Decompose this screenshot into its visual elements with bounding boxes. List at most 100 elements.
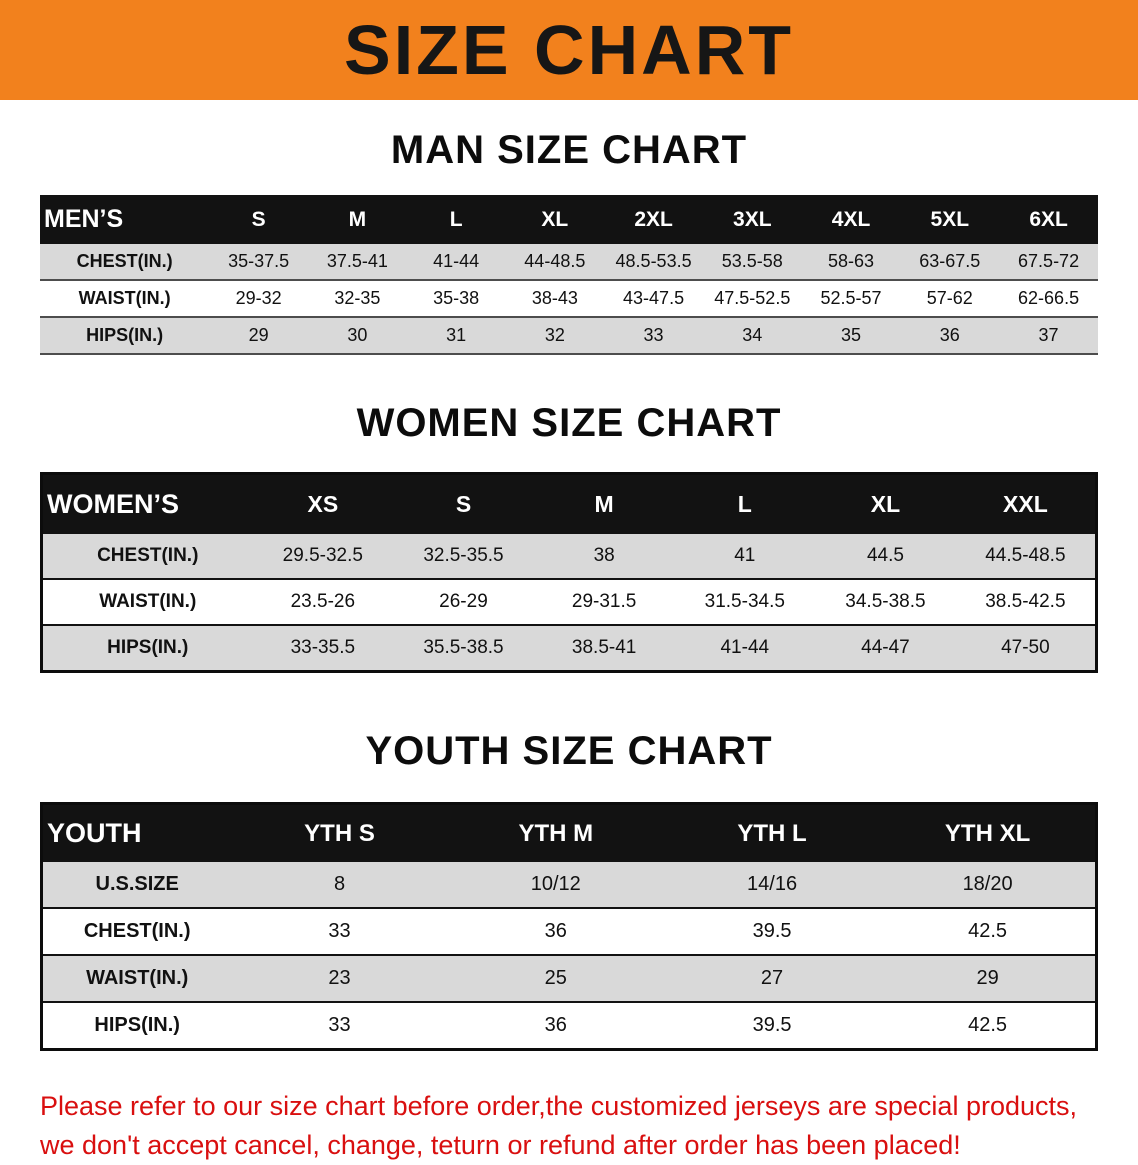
value-cell: 10/12 bbox=[447, 862, 664, 909]
value-cell: 38 bbox=[533, 534, 675, 580]
table-row: CHEST(IN.) 29.5-32.5 32.5-35.5 38 41 44.5 44.5… bbox=[41, 534, 1097, 580]
value-cell: 33 bbox=[231, 1002, 448, 1051]
value-cell: 39.5 bbox=[663, 1002, 881, 1051]
value-cell: 32.5-35.5 bbox=[393, 534, 534, 580]
value-cell: 44.5 bbox=[815, 534, 956, 580]
table-row: HIPS(IN.) 33 36 39.5 42.5 bbox=[41, 1002, 1097, 1051]
value-cell: 39.5 bbox=[663, 908, 881, 956]
value-cell: 33 bbox=[604, 317, 703, 355]
value-cell: 44-47 bbox=[815, 625, 956, 673]
size-header-cell: YTH M bbox=[447, 803, 664, 862]
row-label-cell: U.S.SIZE bbox=[41, 862, 232, 909]
row-label-cell: HIPS(IN.) bbox=[40, 317, 210, 355]
table-row: HIPS(IN.) 33-35.5 35.5-38.5 38.5-41 41-44 44-… bbox=[41, 625, 1097, 673]
table-title-cell: MEN’S bbox=[40, 195, 210, 244]
women-size-table-wrap: WOMEN’S XS S M L XL XXL CHEST(IN.) 29.5-32.5 32.5… bbox=[40, 472, 1098, 673]
row-label-cell: HIPS(IN.) bbox=[41, 625, 253, 673]
size-header-cell: 2XL bbox=[604, 195, 703, 244]
value-cell: 36 bbox=[447, 1002, 664, 1051]
value-cell: 23.5-26 bbox=[252, 579, 394, 626]
row-label-cell: CHEST(IN.) bbox=[41, 534, 253, 580]
value-cell: 18/20 bbox=[880, 862, 1097, 909]
women-section-heading: WOMEN SIZE CHART bbox=[356, 401, 782, 445]
value-cell: 63-67.5 bbox=[900, 244, 1000, 281]
size-header-cell: YTH S bbox=[231, 803, 448, 862]
value-cell: 29.5-32.5 bbox=[252, 534, 394, 580]
table-row: CHEST(IN.) 35-37.5 37.5-41 41-44 44-48.5 48.5… bbox=[40, 244, 1098, 281]
value-cell: 29-31.5 bbox=[533, 579, 675, 626]
size-header-cell: 4XL bbox=[801, 195, 901, 244]
size-table: YOUTH YTH S YTH M YTH L YTH XL U.S.SIZE 8 10/12… bbox=[40, 802, 1098, 1051]
row-label-cell: WAIST(IN.) bbox=[41, 579, 253, 626]
value-cell: 47.5-52.5 bbox=[702, 280, 802, 318]
value-cell: 38-43 bbox=[505, 280, 605, 318]
value-cell: 67.5-72 bbox=[999, 244, 1098, 281]
value-cell: 38.5-41 bbox=[533, 625, 675, 673]
value-cell: 44-48.5 bbox=[505, 244, 605, 281]
table-row: WAIST(IN.) 29-32 32-35 35-38 38-43 43-47.5 47.… bbox=[40, 280, 1098, 318]
size-header-cell: XXL bbox=[955, 473, 1097, 534]
value-cell: 32-35 bbox=[308, 280, 407, 318]
value-cell: 32 bbox=[505, 317, 605, 355]
youth-size-table-wrap: YOUTH YTH S YTH M YTH L YTH XL U.S.SIZE 8 10/12… bbox=[40, 802, 1098, 1051]
size-header-cell: YTH XL bbox=[880, 803, 1097, 862]
value-cell: 36 bbox=[900, 317, 1000, 355]
row-label-cell: WAIST(IN.) bbox=[40, 280, 210, 318]
table-row: HIPS(IN.) 29 30 31 32 33 34 35 36 37 bbox=[40, 317, 1098, 355]
row-label-cell: CHEST(IN.) bbox=[40, 244, 210, 281]
value-cell: 41-44 bbox=[674, 625, 816, 673]
value-cell: 34.5-38.5 bbox=[815, 579, 956, 626]
size-header-cell: L bbox=[406, 195, 506, 244]
disclaimer-text: Please refer to our size chart before or… bbox=[0, 1051, 1138, 1165]
value-cell: 41 bbox=[674, 534, 816, 580]
value-cell: 35-37.5 bbox=[209, 244, 308, 281]
size-chart-banner: SIZE CHART bbox=[0, 0, 1138, 100]
value-cell: 25 bbox=[447, 955, 664, 1003]
value-cell: 23 bbox=[231, 955, 448, 1003]
size-header-cell: 3XL bbox=[702, 195, 802, 244]
men-section-heading: MAN SIZE CHART bbox=[390, 128, 748, 172]
row-label-cell: CHEST(IN.) bbox=[41, 908, 232, 956]
table-header-row: MEN’S S M L XL 2XL 3XL 4XL 5XL 6XL bbox=[40, 195, 1098, 244]
row-label-cell: HIPS(IN.) bbox=[41, 1002, 232, 1051]
size-header-cell: M bbox=[308, 195, 407, 244]
value-cell: 36 bbox=[447, 908, 664, 956]
table-row: CHEST(IN.) 33 36 39.5 42.5 bbox=[41, 908, 1097, 956]
size-header-cell: XL bbox=[815, 473, 956, 534]
value-cell: 42.5 bbox=[880, 908, 1097, 956]
value-cell: 29 bbox=[880, 955, 1097, 1003]
table-header-row: WOMEN’S XS S M L XL XXL bbox=[41, 473, 1097, 534]
disclaimer-line-1: Please refer to our size chart before or… bbox=[40, 1091, 1078, 1121]
value-cell: 44.5-48.5 bbox=[955, 534, 1097, 580]
value-cell: 53.5-58 bbox=[702, 244, 802, 281]
value-cell: 8 bbox=[231, 862, 448, 909]
value-cell: 58-63 bbox=[801, 244, 901, 281]
value-cell: 29-32 bbox=[209, 280, 308, 318]
table-header-row: YOUTH YTH S YTH M YTH L YTH XL bbox=[41, 803, 1097, 862]
value-cell: 14/16 bbox=[663, 862, 881, 909]
table-row: U.S.SIZE 8 10/12 14/16 18/20 bbox=[41, 862, 1097, 909]
size-table: MEN’S S M L XL 2XL 3XL 4XL 5XL 6XL CHEST(IN.) 35-37… bbox=[40, 195, 1098, 355]
size-header-cell: M bbox=[533, 473, 675, 534]
youth-section-heading: YOUTH SIZE CHART bbox=[365, 729, 773, 773]
size-header-cell: 5XL bbox=[900, 195, 1000, 244]
value-cell: 33 bbox=[231, 908, 448, 956]
table-title-cell: YOUTH bbox=[41, 803, 232, 862]
value-cell: 31.5-34.5 bbox=[674, 579, 816, 626]
size-header-cell: YTH L bbox=[663, 803, 881, 862]
value-cell: 27 bbox=[663, 955, 881, 1003]
value-cell: 41-44 bbox=[406, 244, 506, 281]
table-title-cell: WOMEN’S bbox=[41, 473, 253, 534]
banner-title: SIZE CHART bbox=[344, 11, 794, 89]
value-cell: 31 bbox=[406, 317, 506, 355]
size-header-cell: 6XL bbox=[999, 195, 1098, 244]
value-cell: 57-62 bbox=[900, 280, 1000, 318]
men-size-table-wrap: MEN’S S M L XL 2XL 3XL 4XL 5XL 6XL CHEST(IN.) 35-37… bbox=[40, 195, 1098, 355]
value-cell: 37 bbox=[999, 317, 1098, 355]
value-cell: 38.5-42.5 bbox=[955, 579, 1097, 626]
value-cell: 30 bbox=[308, 317, 407, 355]
value-cell: 26-29 bbox=[393, 579, 534, 626]
women-size-section: WOMEN SIZE CHART WOMEN’S XS S M L XL XXL CHEST(… bbox=[0, 401, 1138, 673]
table-row: WAIST(IN.) 23 25 27 29 bbox=[41, 955, 1097, 1003]
